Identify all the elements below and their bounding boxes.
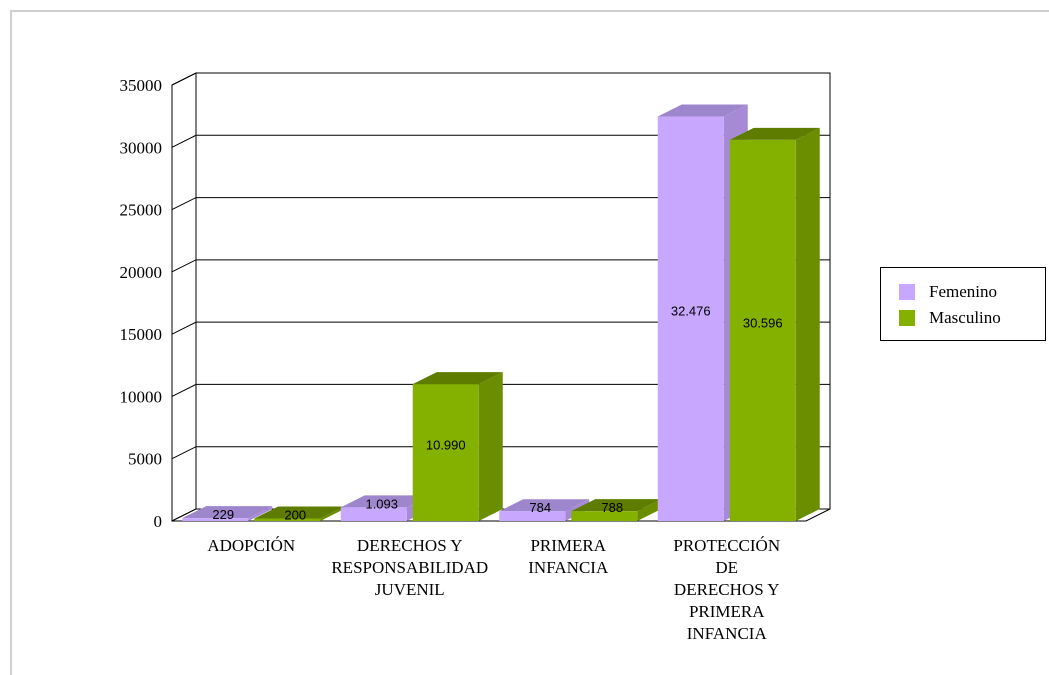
bar-side-masculino (637, 499, 662, 521)
bar-side-masculino (478, 372, 503, 521)
bar-side-masculino (320, 506, 345, 521)
bar-side-femenino (248, 506, 273, 521)
gridline (171, 446, 830, 460)
legend-swatch-masculino (899, 310, 915, 326)
data-label-masculino: 200 (284, 508, 306, 523)
y-tick-label: 5000 (128, 450, 162, 469)
y-tick-label: 0 (154, 512, 163, 531)
gridline (171, 259, 830, 273)
data-label-masculino: 10.990 (426, 438, 466, 453)
legend-swatch-femenino (899, 284, 915, 300)
bar-top-masculino (571, 499, 662, 512)
bar-top-masculino (729, 127, 820, 140)
gridline (171, 134, 830, 148)
bar-masculino (729, 139, 796, 521)
bar-femenino (340, 507, 407, 521)
bar-femenino (182, 518, 249, 521)
y-tick-label: 25000 (120, 201, 163, 220)
bar-femenino (499, 511, 566, 521)
bar-side-masculino (795, 127, 820, 521)
data-label-masculino: 788 (601, 500, 623, 515)
data-label-masculino: 30.596 (743, 315, 783, 330)
bar-top-femenino (182, 506, 273, 519)
bar-femenino (657, 116, 724, 521)
data-label-femenino: 784 (529, 500, 551, 515)
legend-label-femenino: Femenino (929, 282, 997, 301)
gridline (171, 321, 830, 335)
x-tick-label: PRIMERA INFANCIA (528, 536, 609, 577)
gridline (171, 72, 830, 86)
y-tick-label: 15000 (120, 325, 163, 344)
gridline (171, 197, 830, 211)
legend: Femenino Masculino (880, 267, 1046, 341)
bar-top-femenino (340, 495, 431, 508)
data-label-femenino: 1.093 (365, 496, 398, 511)
data-label-femenino: 229 (212, 507, 234, 522)
x-tick-label: DERECHOS Y RESPONSABILIDAD JUVENIL (331, 536, 488, 599)
legend-item-masculino: Masculino (899, 308, 1001, 328)
x-tick-label: ADOPCIÓN (207, 536, 295, 555)
bar-masculino (412, 384, 479, 521)
legend-item-femenino: Femenino (899, 282, 997, 302)
bar-top-masculino (412, 372, 503, 385)
legend-label-masculino: Masculino (929, 308, 1001, 327)
bar-top-masculino (254, 506, 345, 519)
gridline (171, 383, 830, 397)
y-tick-label: 10000 (120, 387, 163, 406)
bar-masculino (571, 511, 638, 521)
y-tick-label: 20000 (120, 263, 163, 282)
bar-masculino (254, 518, 321, 521)
bar-top-femenino (657, 104, 748, 117)
bar-top-femenino (499, 499, 590, 512)
chart-frame (10, 10, 1049, 675)
y-tick-label: 30000 (120, 138, 163, 157)
data-label-femenino: 32.476 (671, 304, 711, 319)
x-tick-label: PROTECCIÓN DE DERECHOS Y PRIMERA INFANCIA (673, 536, 780, 643)
y-tick-label: 35000 (120, 76, 163, 95)
plot-side-wall (171, 72, 197, 522)
